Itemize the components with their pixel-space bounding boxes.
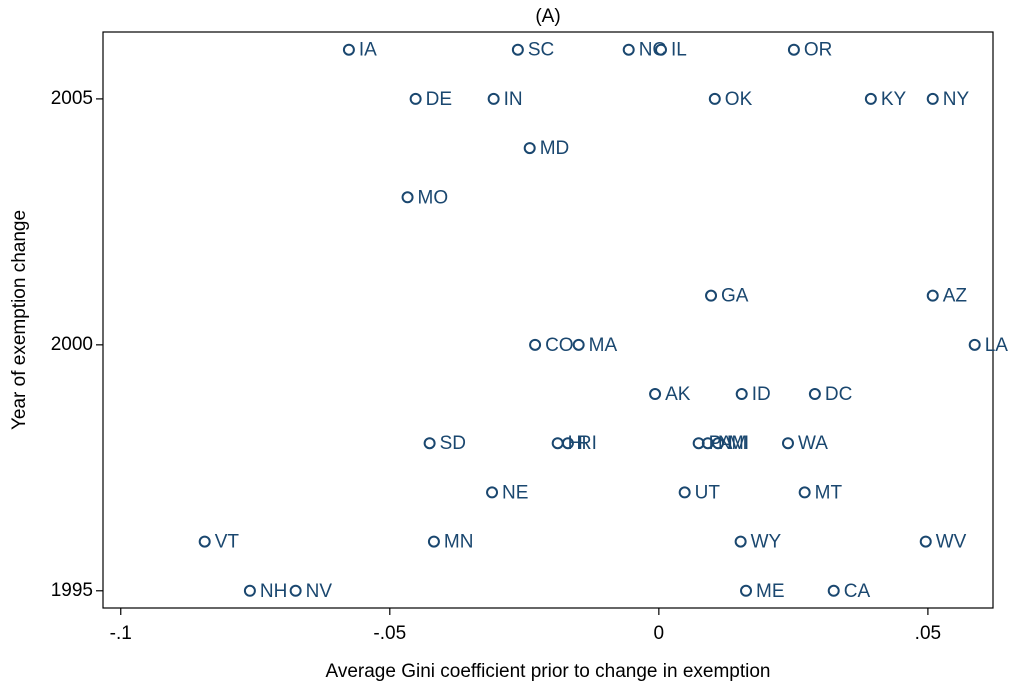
point-label: OK [725, 89, 753, 110]
y-axis-title: Year of exemption change [9, 210, 30, 430]
point-label: MD [540, 138, 570, 159]
point-label: AZ [943, 286, 968, 307]
point [740, 584, 753, 597]
point [487, 92, 500, 105]
point [735, 388, 748, 401]
point [708, 92, 721, 105]
chart-title: (A) [535, 6, 560, 27]
point-label: RI [578, 433, 597, 454]
point-label: GA [721, 286, 749, 307]
point-label: IL [671, 40, 687, 61]
point [919, 535, 932, 548]
point-label: NH [260, 581, 287, 602]
point [342, 43, 355, 56]
x-tick-label: 0 [654, 623, 665, 644]
y-tick-label: 1995 [51, 580, 93, 601]
point [827, 584, 840, 597]
point [529, 338, 542, 351]
point [654, 43, 667, 56]
point [926, 92, 939, 105]
point [622, 43, 635, 56]
point [734, 535, 747, 548]
point [926, 289, 939, 302]
point [423, 437, 436, 450]
x-tick-label: -.1 [110, 623, 132, 644]
point-label: MA [589, 335, 618, 356]
point-label: AK [665, 384, 691, 405]
point [198, 535, 211, 548]
point [401, 191, 414, 204]
point-label: SD [440, 433, 466, 454]
point-label: ID [752, 384, 771, 405]
point [486, 486, 499, 499]
point-label: MI [728, 433, 749, 454]
point-label: NE [502, 482, 528, 503]
point-label: UT [695, 482, 721, 503]
point-label: OR [804, 40, 833, 61]
point [243, 584, 256, 597]
point [427, 535, 440, 548]
point-label: DC [825, 384, 852, 405]
y-tick-label: 2005 [51, 88, 93, 109]
point [561, 437, 574, 450]
point [798, 486, 811, 499]
plot-frame [102, 31, 994, 609]
point [649, 388, 662, 401]
point [705, 289, 718, 302]
point [511, 43, 524, 56]
point-label: ME [756, 581, 785, 602]
x-tick-label: .05 [915, 623, 941, 644]
y-tick-label: 2000 [51, 334, 93, 355]
point-label: NM [718, 433, 748, 454]
point-label: WA [798, 433, 828, 454]
point [572, 338, 585, 351]
point [968, 338, 981, 351]
point-label: KY [881, 89, 907, 110]
point [787, 43, 800, 56]
point [781, 437, 794, 450]
point [864, 92, 877, 105]
point [523, 142, 536, 155]
point-label: LA [985, 335, 1009, 356]
point-label: IA [359, 40, 377, 61]
point-label: NY [943, 89, 970, 110]
point-label: CA [844, 581, 871, 602]
point-label: NC [639, 40, 666, 61]
point [289, 584, 302, 597]
point [712, 437, 725, 450]
point-label: HI [568, 433, 587, 454]
point-label: MO [418, 187, 449, 208]
point-label: MT [815, 482, 843, 503]
point [409, 92, 422, 105]
point-label: WY [751, 532, 782, 553]
point [808, 388, 821, 401]
point-label: SC [528, 40, 554, 61]
point [678, 486, 691, 499]
x-axis-title: Average Gini coefficient prior to change… [325, 661, 770, 682]
point-label: CO [545, 335, 574, 356]
point-label: NV [306, 581, 333, 602]
point-label: DE [426, 89, 452, 110]
point-label: MN [444, 532, 474, 553]
point-label: VT [215, 532, 240, 553]
point [551, 437, 564, 450]
point-label: WV [936, 532, 967, 553]
point-label: IN [504, 89, 523, 110]
x-tick-label: -.05 [373, 623, 406, 644]
